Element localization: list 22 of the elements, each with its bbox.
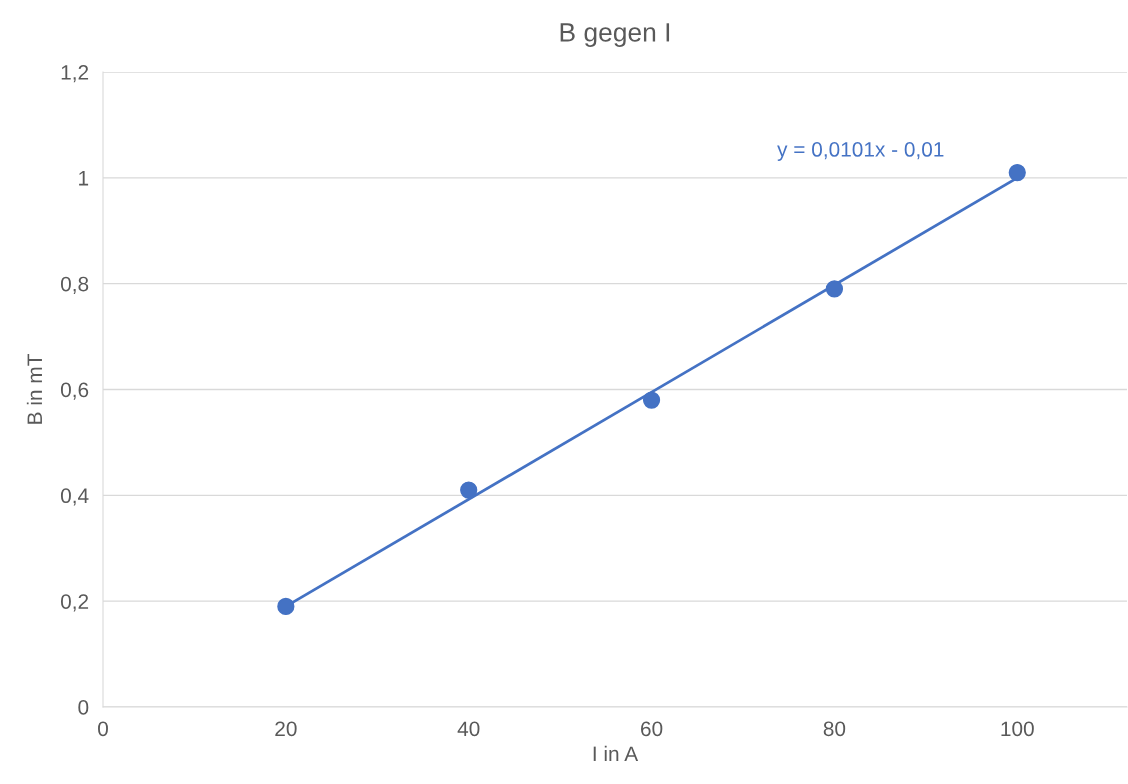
- y-tick-label: 0,2: [60, 594, 89, 612]
- x-tick-label: 0: [98, 721, 108, 737]
- annotation: y = 0,0101x - 0,01: [777, 142, 944, 161]
- y-axis-title: B in mT: [26, 354, 42, 424]
- point: [460, 481, 478, 499]
- y-tick-label: 0,8: [60, 276, 89, 294]
- x-tick-label: 80: [823, 721, 846, 737]
- y-tick-label: 0,4: [60, 488, 89, 506]
- chart-title: B gegen I: [560, 23, 670, 47]
- point: [642, 391, 661, 409]
- x-axis-title: I in A: [593, 745, 639, 761]
- point: [1008, 163, 1026, 182]
- y-tick-label: 1,2: [61, 65, 89, 83]
- point: [825, 280, 844, 298]
- y-tick-label: 0: [78, 700, 89, 715]
- x-tick-label: 60: [641, 721, 663, 737]
- point: [277, 597, 295, 616]
- y-tick-label: 1: [79, 171, 89, 186]
- x-tick-label: 100: [1001, 721, 1034, 737]
- y-tick-label: 0,6: [60, 382, 89, 400]
- x-tick-label: 40: [457, 721, 480, 737]
- x-tick-label: 20: [275, 721, 297, 737]
